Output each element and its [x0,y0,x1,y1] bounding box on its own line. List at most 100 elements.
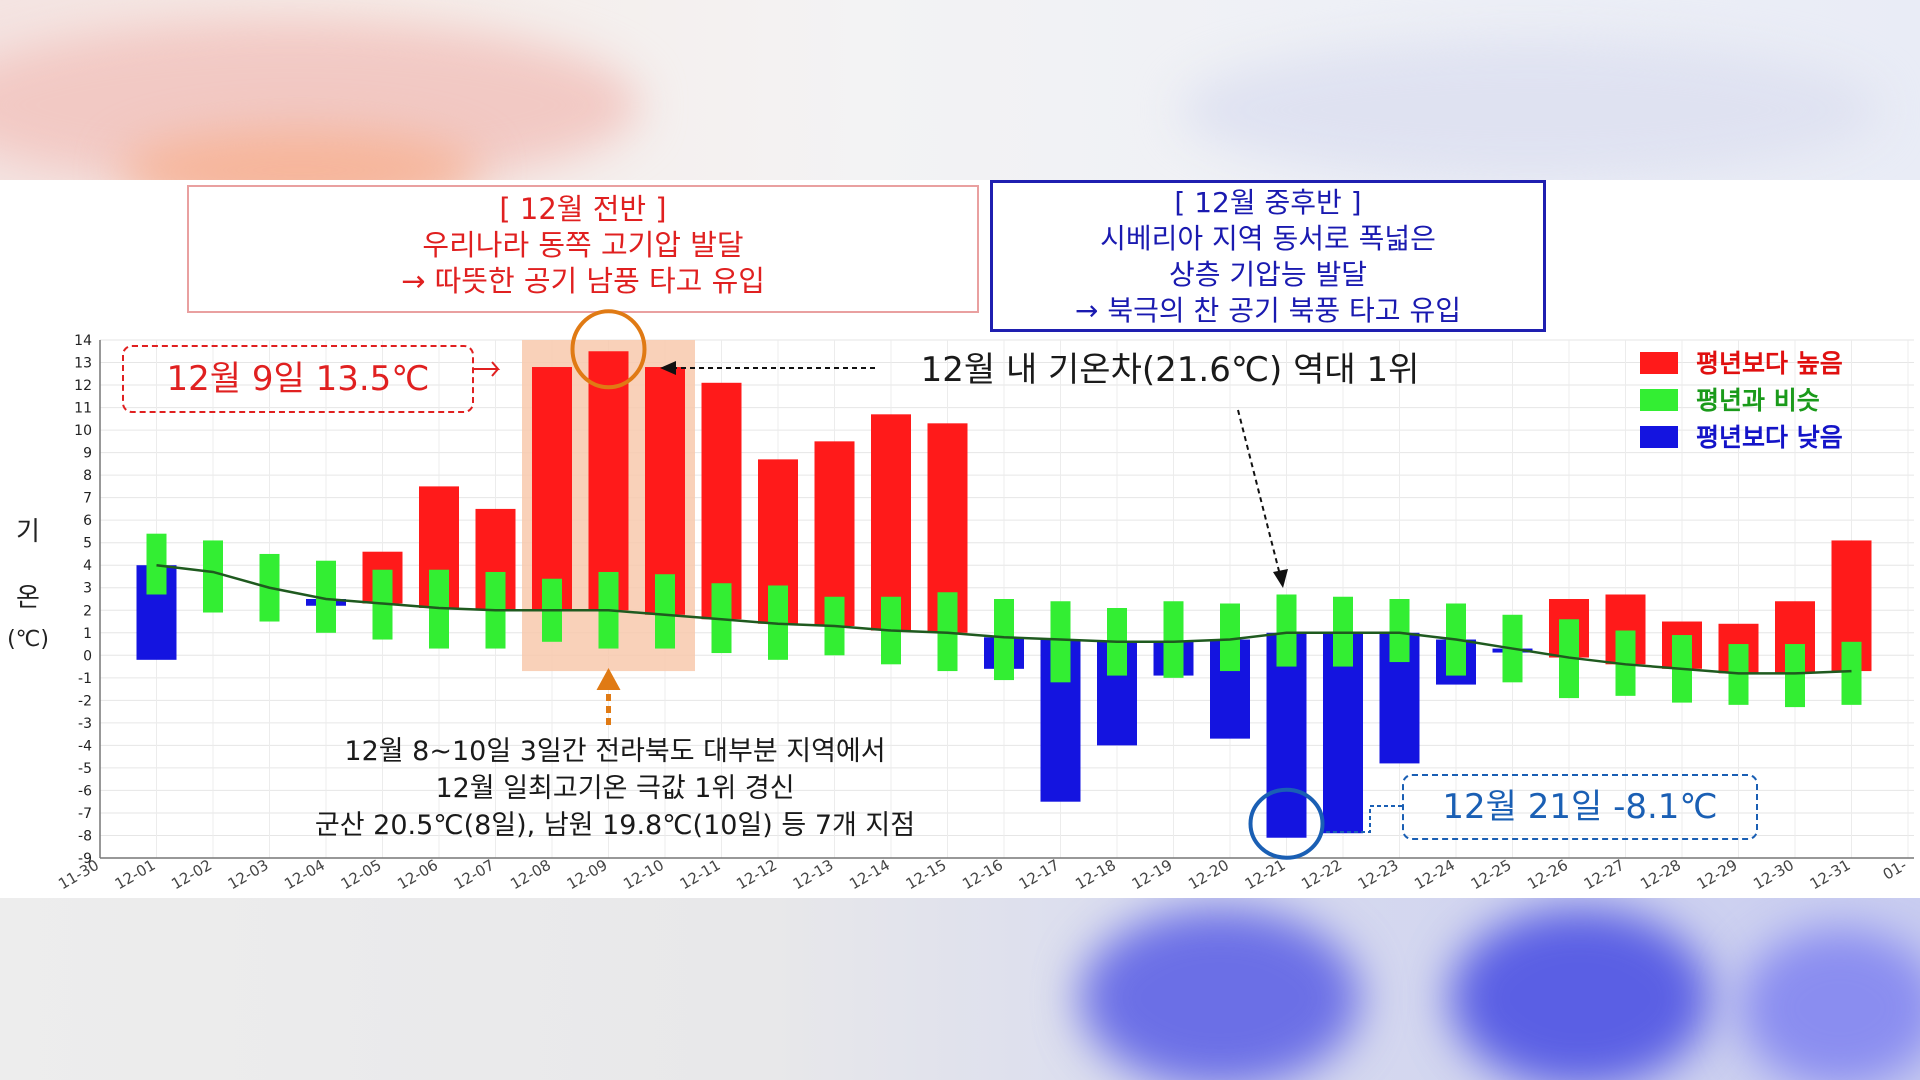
x-tick-label: 12-23 [1355,856,1402,893]
annotation-late-half-line: → 북극의 찬 공기 북풍 타고 유입 [1075,294,1461,327]
record-note-line: 12월 일최고기온 극값 1위 경신 [435,773,795,804]
observed-bars [136,351,1872,838]
max-temp-callout: 12월 9일 13.5℃ [122,345,474,413]
legend-label: 평년과 비슷 [1696,386,1820,415]
x-tick-label: 12-14 [846,856,893,893]
y-tick-label: -9 [78,851,92,867]
record-note-line: 12월 8~10일 3일간 전라북도 대부분 지역에서 [344,736,886,767]
observed-bar [645,367,685,615]
similar-range-bar [1389,599,1410,663]
record-note-arrow-head [596,668,621,690]
min-callout-pointer [1320,805,1402,833]
legend-label: 평년보다 낮음 [1696,423,1843,452]
x-tick-label: 12-03 [225,856,272,893]
observed-bar [532,367,572,611]
y-tick-label: -8 [78,828,92,844]
annotation-late-half: [ 12월 중후반 ] 시베리아 지역 동서로 폭넓은 상층 기압능 발달 → … [990,180,1546,332]
similar-range-bar [1050,601,1071,683]
y-tick-label: 9 [83,446,92,462]
y-tick-label: 3 [83,581,92,597]
max-temp-callout-text: 12월 9일 13.5℃ [166,359,430,399]
similar-range-bar [1220,603,1240,672]
max-callout-pointer [474,361,501,377]
x-tick-label: 12-19 [1129,856,1176,893]
range-note-arrow-head [660,361,676,375]
range-note-text: 12월 내 기온차(21.6℃) 역대 1위 [920,350,1420,390]
y-axis-label: 온 [16,583,40,613]
background-blur-bottom [0,898,1920,1080]
legend-label: 평년보다 높음 [1696,349,1843,378]
x-tick-label: 01- [1880,856,1910,884]
baseline-line [156,563,1852,675]
x-tick-label: 12-07 [451,856,498,893]
y-tick-label: 12 [74,378,92,394]
legend-swatch [1640,389,1678,411]
x-tick-label: 12-16 [959,856,1006,893]
baseline-line-path [156,563,1852,675]
min-highlight-circle [1248,787,1325,860]
similar-range-bar [146,533,167,595]
annotation-first-half-line: [ 12월 전반 ] [499,192,667,226]
observed-bar [701,382,742,620]
y-tick-label: -2 [78,693,92,709]
y-tick-label: -5 [78,761,92,777]
y-tick-label: -7 [78,806,92,822]
x-tick-label: 12-09 [564,856,611,893]
x-tick-label: 12-01 [112,856,159,893]
similar-range-bar [994,599,1014,681]
y-tick-label: 13 [74,356,92,372]
y-tick-label: 14 [74,333,92,349]
y-tick-label: 5 [83,536,92,552]
similar-range-bar [316,560,336,633]
observed-bar [1266,632,1307,838]
x-tick-label: 12-13 [790,856,837,893]
range-note-arrow-line-2 [1237,409,1281,576]
range-note: 12월 내 기온차(21.6℃) 역대 1위 [880,348,1460,392]
annotation-late-half-line: 시베리아 지역 동서로 폭넓은 [1100,222,1436,255]
legend-swatch [1640,352,1678,374]
annotation-late-half-line: 상층 기압능 발달 [1168,258,1368,291]
x-tick-label: 12-28 [1637,856,1684,893]
y-tick-label: -4 [78,738,92,754]
y-tick-label: 11 [74,401,92,417]
observed-bar [871,414,911,631]
y-tick-label: -1 [78,671,92,687]
chart-overlays [474,309,1402,860]
x-tick-label: 12-11 [677,856,724,893]
similar-range-bar [1163,601,1184,678]
x-tick-label: 12-04 [281,856,328,893]
x-tick-label: 12-18 [1072,856,1119,893]
x-tick-label: 12-24 [1411,856,1458,893]
background-blur-top [0,0,1920,180]
similar-range-bar [655,574,675,649]
y-tick-label: 7 [83,491,92,507]
min-temp-callout-text: 12월 21일 -8.1℃ [1442,787,1718,827]
x-tick-label: 12-05 [338,856,385,893]
y-tick-label: 1 [83,626,92,642]
x-tick-label: 12-02 [168,856,215,893]
similar-range-bar [203,540,223,613]
x-tick-label: 12-30 [1750,856,1797,893]
y-tick-label: 10 [74,423,92,439]
x-tick-label: 12-08 [507,856,554,893]
x-tick-label: 12-20 [1185,856,1232,893]
annotation-late-half-line: [ 12월 중후반 ] [1174,186,1362,219]
y-tick-label: 4 [83,558,92,574]
y-tick-label: 2 [83,603,92,619]
y-axis-label: 기 [16,517,40,547]
annotation-first-half: [ 12월 전반 ] 우리나라 동쪽 고기압 발달 → 따뜻한 공기 남풍 타고… [187,185,979,313]
y-tick-label: 6 [83,513,92,529]
x-tick-label: 12-27 [1581,856,1628,893]
x-tick-label: 12-15 [903,856,950,893]
x-tick-label: 12-12 [733,856,780,893]
y-tick-label: 8 [83,468,92,484]
x-tick-label: 12-26 [1524,856,1571,893]
similar-range-bar [1276,594,1297,667]
x-tick-label: 12-22 [1298,856,1345,893]
similar-range-bar [1785,644,1805,708]
record-note-line: 군산 20.5℃(8일), 남원 19.8℃(10일) 등 7개 지점 [314,810,916,841]
y-tick-label: 0 [83,648,92,664]
y-tick-label: -6 [78,783,92,799]
